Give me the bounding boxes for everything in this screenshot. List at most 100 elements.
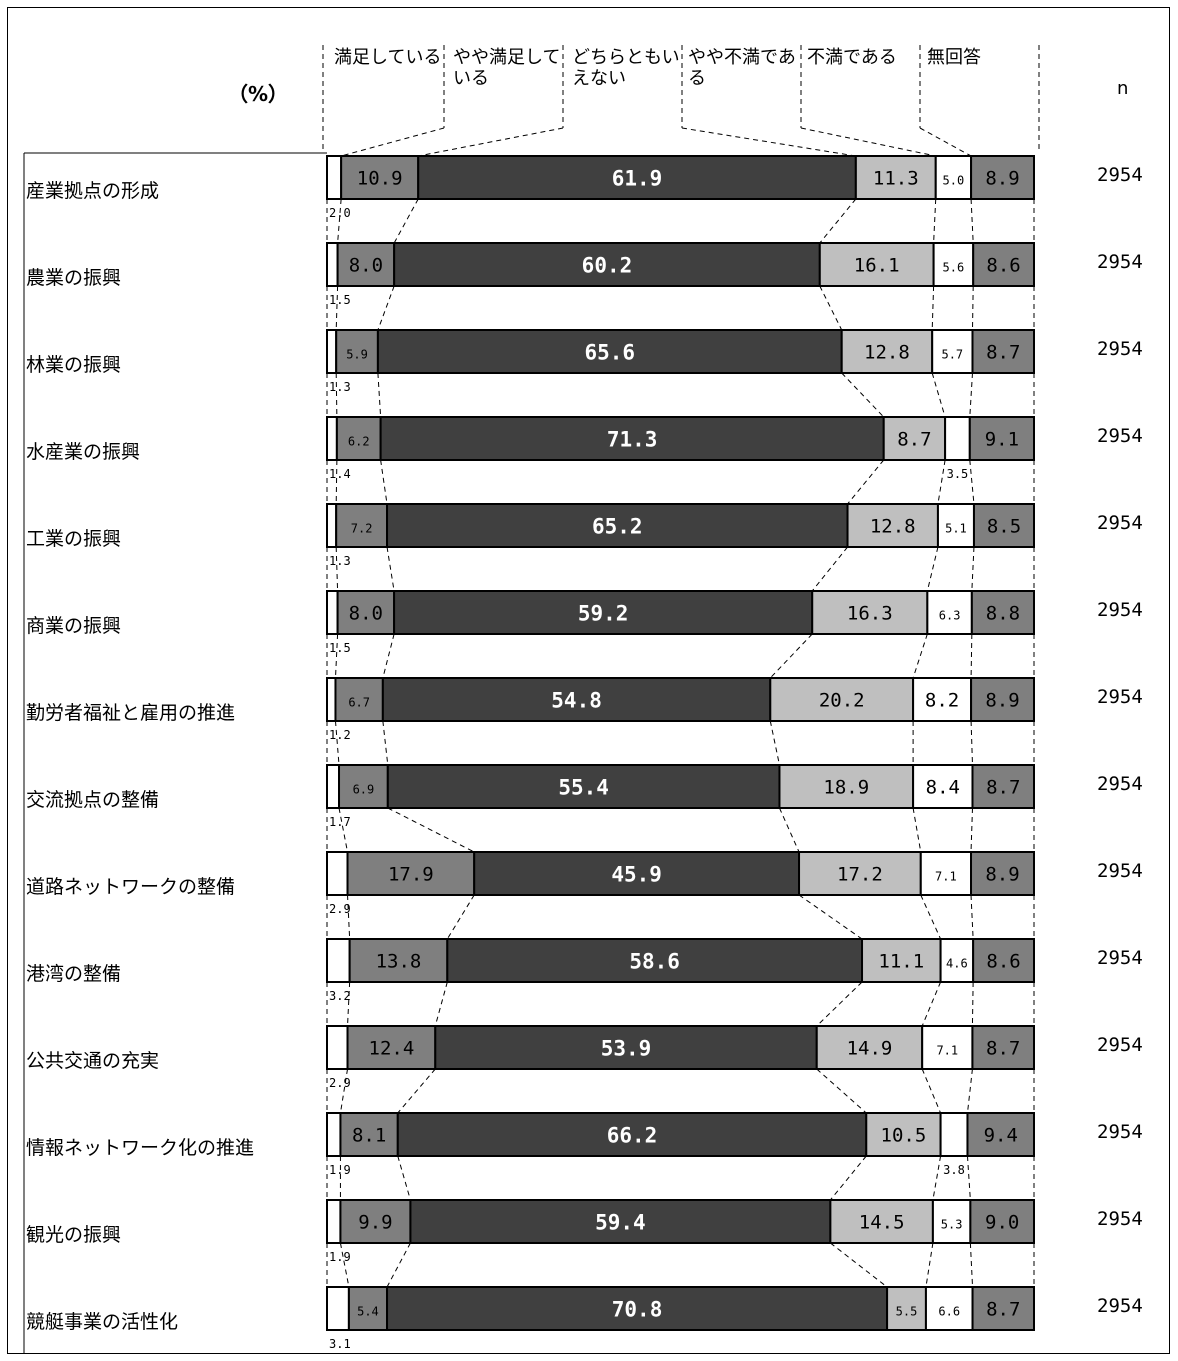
bar-segment [339,1112,399,1157]
bar-value-label: 8.7 [986,777,1020,799]
bar-segment [326,677,337,722]
row-connector [970,807,973,853]
bar-segment [829,1199,934,1244]
bar-value-label: 65.2 [592,515,643,539]
bar-value-label: 3.5 [947,467,969,481]
bar-value-label: 17.9 [388,864,434,886]
bar-value-label: 17.2 [837,864,883,886]
row-connector [380,459,388,505]
row-connector [969,372,973,418]
bar-value-label: 71.3 [607,428,658,452]
bar-value-label: 1.4 [329,467,351,481]
category-label: 林業の振興 [26,354,122,376]
bar-segment [348,938,449,983]
bar-value-label: 7.1 [936,1044,958,1058]
bar-segment [386,1286,889,1331]
bar-value-label: 45.9 [611,863,662,887]
bar-value-label: 7.1 [935,870,957,884]
bar-segment [339,1199,412,1244]
legend-label-neutral: どちらともいえない [572,47,680,89]
bar-segment [396,1112,868,1157]
bar-segment [865,1112,942,1157]
row-connector [816,981,863,1027]
bar-value-label: 5.7 [941,348,963,362]
row-connector [970,894,974,940]
row-connector [969,459,975,505]
legend-label-no-answer: 無回答 [927,47,981,68]
bar-value-label: 6.9 [353,783,375,797]
bar-segment [966,1112,1035,1157]
bar-value-label: 2.0 [329,206,351,220]
bar-value-label: 8.7 [897,429,931,451]
row-connector [382,720,389,766]
bar-segment [886,1286,927,1331]
bar-segment [334,677,384,722]
bar-value-label: 8.9 [985,168,1019,190]
bar-value-label: 8.4 [926,777,960,799]
row-connector [387,807,475,853]
bar-segment [970,155,1036,200]
row-connector [971,981,974,1027]
bar-segment [326,764,341,809]
bar-segment [934,155,973,200]
bar-value-label: 3.2 [329,989,351,1003]
bar-value-label: 1.5 [329,641,351,655]
row-connector [971,546,975,592]
bar-value-label: 5.9 [346,348,368,362]
row-connector [847,459,885,505]
row-connector [819,198,857,244]
row-connector [912,807,922,853]
row-connector [446,894,475,940]
row-connector [937,459,946,505]
bar-segment [326,1199,342,1244]
bar-value-label: 10.5 [881,1125,927,1147]
row-connector [334,633,339,679]
bar-value-label: 10.9 [357,168,403,190]
row-connector [337,198,342,244]
bar-segment [778,764,915,809]
n-value: 2954 [1097,1121,1143,1143]
bar-segment [434,1025,818,1070]
bar-segment [811,590,929,635]
bar-segment [393,590,814,635]
bar-segment [393,242,821,287]
bar-value-label: 14.9 [847,1038,893,1060]
row-connector [769,633,813,679]
bar-segment [846,503,939,548]
bar-value-label: 5.3 [941,1218,963,1232]
row-connector [932,1155,942,1201]
row-connector [335,372,338,418]
row-connector [397,1155,411,1201]
row-connector [969,1242,974,1288]
bar-segment [326,851,349,896]
bar-value-label: 12.4 [369,1038,415,1060]
bar-value-label: 60.2 [582,254,633,278]
row-connector [971,285,974,331]
row-connector [335,546,339,592]
n-value: 2954 [1097,512,1143,534]
legend-connector [418,127,564,157]
bar-value-label: 7.2 [351,522,373,536]
bar-value-label: 16.1 [854,255,900,277]
category-label: 水産業の振興 [26,441,141,463]
bar-segment [939,938,975,983]
bar-value-label: 6.7 [348,696,370,710]
bar-value-label: 8.6 [986,255,1020,277]
bar-value-label: 9.9 [358,1212,392,1234]
bar-segment [798,851,922,896]
bar-value-label: 61.9 [612,167,663,191]
bar-value-label: 59.2 [578,602,629,626]
bar-value-label: 4.6 [946,957,968,971]
bar-segment [972,938,1036,983]
bar-value-label: 1.7 [329,815,351,829]
bar-segment [336,242,396,287]
bar-segment [971,1025,1036,1070]
bar-segment [969,1199,1035,1244]
bar-value-label: 8.2 [925,690,959,712]
row-connector [339,1068,349,1114]
bar-value-label: 8.7 [986,1299,1020,1321]
row-connector [931,372,946,418]
bar-segment [769,677,915,722]
bar-value-label: 8.9 [985,690,1019,712]
bar-value-label: 5.1 [945,522,967,536]
